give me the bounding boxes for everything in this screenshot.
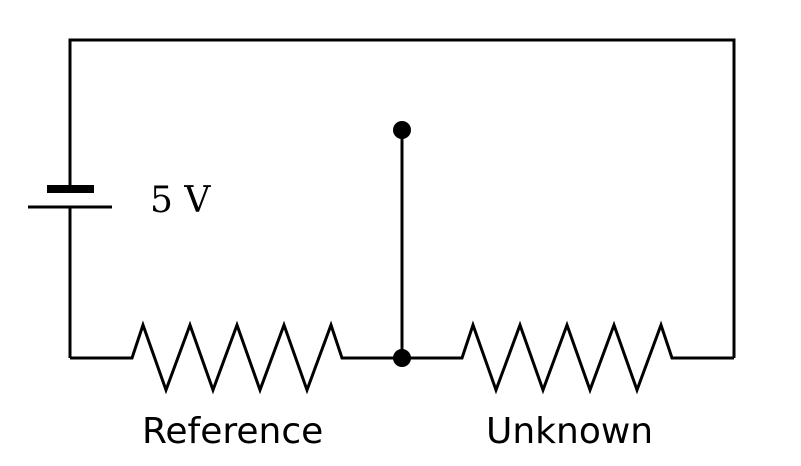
- battery-voltage-label: 5 V: [150, 180, 211, 221]
- unknown-resistor-label: Unknown: [486, 411, 653, 452]
- reference-resistor: [70, 320, 402, 395]
- battery-symbol: [28, 185, 112, 358]
- reference-resistor-label: Reference: [142, 411, 323, 452]
- probe-terminal-dot: [393, 121, 411, 139]
- top-wire: [68, 38, 736, 358]
- junction-dot: [393, 349, 411, 367]
- unknown-resistor: [402, 320, 734, 395]
